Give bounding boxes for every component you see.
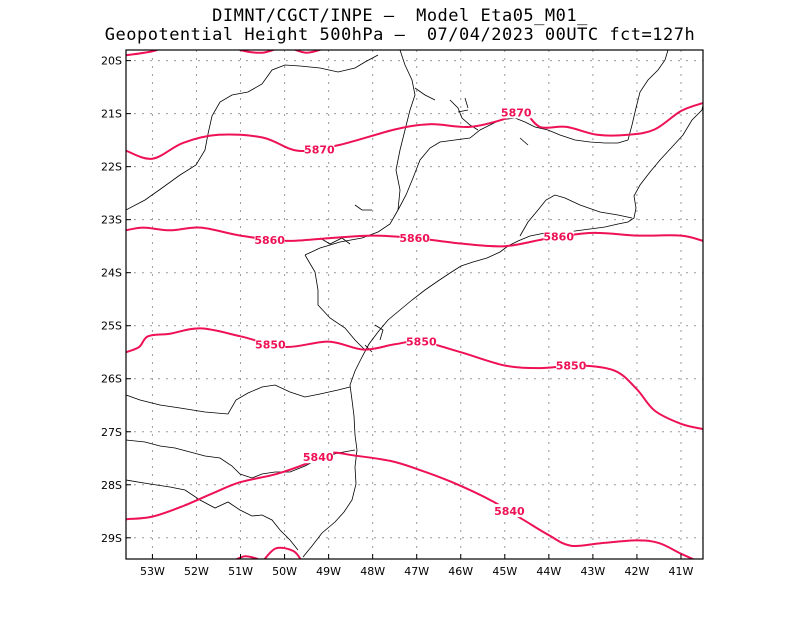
contour-label: 5860: [254, 234, 285, 247]
lat-tick-label: 23S: [101, 214, 122, 227]
axis-ticks: 20S 21S 22S 23S 24S 25S 26S 27S 28S 29S 53W 52W 51W 5…: [101, 55, 694, 578]
contour-label-bg: [543, 229, 574, 243]
lon-tick-label: 46W: [448, 565, 473, 578]
river: [414, 87, 436, 101]
contour-label: 5870: [501, 106, 532, 119]
contour-label-bg: [399, 231, 430, 245]
contour-label-bg: [303, 450, 334, 464]
lat-tick-label: 27S: [101, 426, 122, 439]
contour-label: 5870: [304, 143, 335, 156]
contour-label: 5850: [406, 336, 437, 349]
lat-tick-label: 24S: [101, 267, 122, 280]
contour-label: 5860: [399, 232, 430, 245]
lon-tick-label: 51W: [228, 565, 253, 578]
country-border: [126, 479, 299, 551]
map-frame: [125, 49, 704, 560]
state-border: [126, 439, 356, 479]
contour-line-5840: [126, 451, 696, 559]
lat-tick-label: 29S: [101, 532, 122, 545]
river: [354, 204, 372, 211]
lat-tick-label: 21S: [101, 108, 122, 121]
lon-tick-label: 52W: [184, 565, 209, 578]
contour-label: 5850: [255, 339, 286, 352]
lon-tick-label: 45W: [492, 565, 517, 578]
contour-line-5870: [126, 102, 703, 160]
lon-tick-label: 44W: [536, 565, 561, 578]
state-border: [627, 50, 669, 141]
lat-tick-label: 28S: [101, 479, 122, 492]
contour-label: 5840: [494, 505, 525, 518]
lat-tick-label: 25S: [101, 320, 122, 333]
river: [519, 137, 529, 146]
contour-labels: 5870 5870 5860 5860 5860 5850 5850 5850 5840 5840: [254, 105, 587, 518]
lon-tick-label: 42W: [624, 565, 649, 578]
state-border: [304, 254, 366, 351]
lon-tick-label: 43W: [580, 565, 605, 578]
lat-tick-label: 26S: [101, 373, 122, 386]
contour-label-bg: [304, 142, 335, 156]
contour-line-5840: [263, 546, 302, 559]
contour-line-5840: [234, 555, 259, 559]
lon-tick-label: 49W: [316, 565, 341, 578]
state-border: [395, 50, 416, 211]
lon-tick-label: 53W: [140, 565, 165, 578]
coastline-borders: [126, 50, 703, 558]
state-border: [126, 384, 351, 415]
contour-layer: [126, 50, 703, 559]
lon-tick-label: 48W: [360, 565, 385, 578]
lon-tick-label: 50W: [272, 565, 297, 578]
river: [319, 237, 351, 245]
contour-label-bg: [254, 232, 285, 246]
lat-tick-label: 20S: [101, 55, 122, 68]
contour-line-5860: [126, 226, 703, 248]
contour-label: 5860: [543, 231, 574, 244]
state-border: [519, 194, 633, 237]
contour-label-bg: [494, 504, 525, 518]
chart-title-line1: DIMNT/CGCT/INPE — Model Eta05_M01_: [212, 6, 588, 26]
contour-label-bg: [556, 358, 587, 372]
contour-line-5870: [126, 50, 160, 57]
contour-label-bg: [501, 105, 532, 119]
chart-title-line2: Geopotential Height 500hPa — 07/04/2023 …: [104, 25, 696, 45]
contour-label: 5840: [303, 451, 334, 464]
state-border: [126, 54, 379, 211]
contour-label-bg: [406, 334, 437, 348]
lat-tick-label: 22S: [101, 161, 122, 174]
contour-label: 5850: [556, 360, 587, 373]
coastline: [302, 102, 703, 558]
contour-label-bg: [255, 337, 286, 351]
lon-tick-label: 47W: [404, 565, 429, 578]
state-border: [304, 117, 629, 256]
lon-tick-label: 41W: [669, 565, 694, 578]
